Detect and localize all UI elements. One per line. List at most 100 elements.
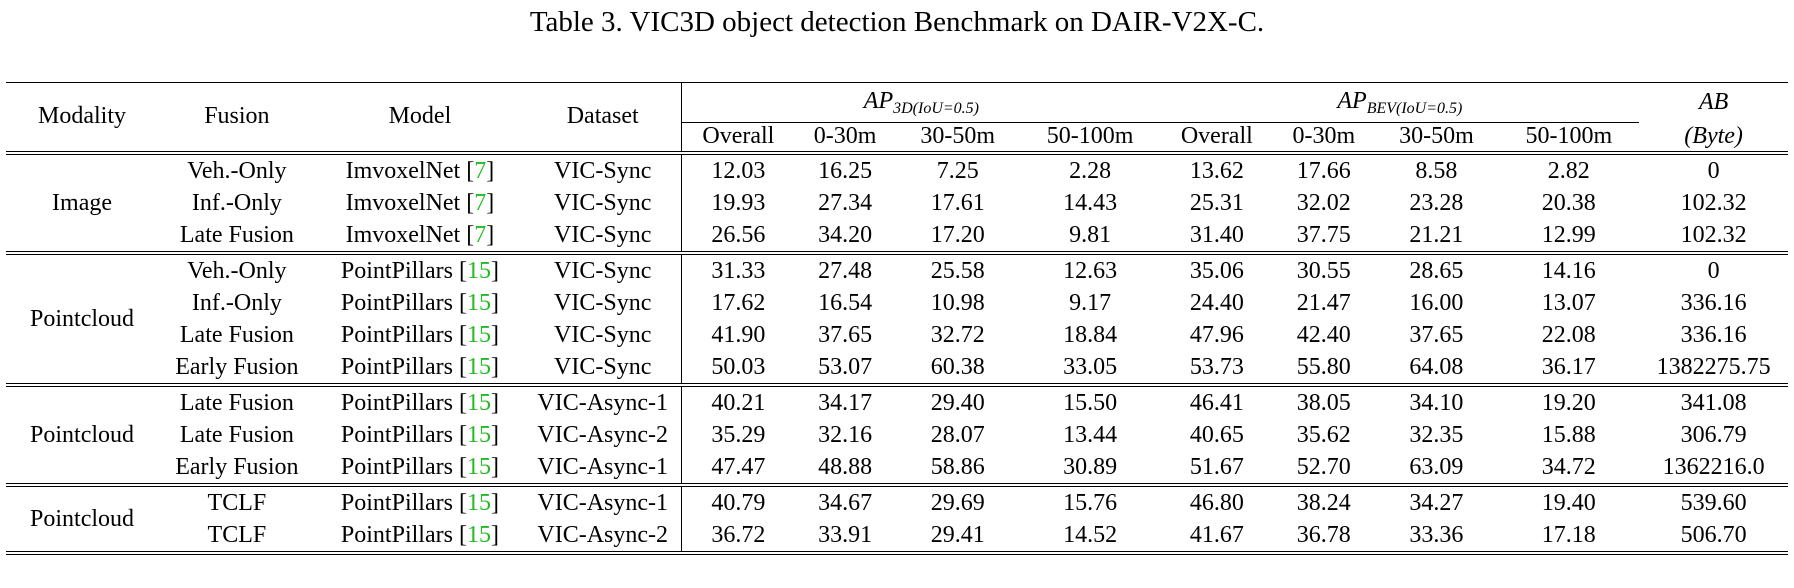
citation-link[interactable]: 15 bbox=[466, 257, 491, 284]
value-cell: 341.08 bbox=[1680, 389, 1747, 416]
value-cell: 47.47 bbox=[711, 453, 766, 480]
dataset-cell: VIC-Sync bbox=[524, 350, 683, 385]
table-group: Image Veh.-Only ImvoxelNet [7] VIC-Sync 12.0… bbox=[6, 152, 1788, 253]
value-cell: 2.82 bbox=[1547, 157, 1590, 184]
value-cell: 306.79 bbox=[1680, 421, 1747, 448]
value-cell: 63.09 bbox=[1409, 453, 1464, 480]
value-cell: 16.54 bbox=[818, 289, 873, 316]
value-cell: 47.96 bbox=[1189, 321, 1244, 348]
fusion-cell: Late Fusion bbox=[179, 221, 294, 248]
dataset-cell: VIC-Async-2 bbox=[524, 518, 683, 553]
value-cell: 34.17 bbox=[818, 389, 873, 416]
value-cell: 8.58 bbox=[1415, 157, 1458, 184]
citation-bracket: [ bbox=[460, 221, 475, 248]
fusion-cell: Inf.-Only bbox=[191, 289, 282, 316]
value-cell: 10.98 bbox=[930, 289, 985, 316]
table-row: Late Fusion ImvoxelNet [7] VIC-Sync 26.56 34… bbox=[6, 218, 1788, 253]
fusion-cell: Early Fusion bbox=[175, 353, 299, 380]
value-cell: 17.20 bbox=[930, 221, 985, 248]
value-cell: 33.36 bbox=[1409, 521, 1464, 548]
value-cell: 36.72 bbox=[711, 521, 766, 548]
value-cell: 15.88 bbox=[1541, 421, 1596, 448]
value-cell: 12.63 bbox=[1063, 257, 1118, 284]
value-cell: 539.60 bbox=[1680, 489, 1747, 516]
citation-link[interactable]: 7 bbox=[474, 189, 487, 216]
citation-bracket: [ bbox=[452, 353, 467, 380]
modality-cell: Pointcloud bbox=[30, 305, 135, 332]
value-cell: 35.29 bbox=[711, 421, 766, 448]
citation-link[interactable]: 7 bbox=[474, 221, 487, 248]
value-cell: 17.61 bbox=[930, 189, 985, 216]
model-cell: ImvoxelNet [7] bbox=[316, 219, 524, 253]
model-name: ImvoxelNet bbox=[345, 157, 461, 184]
value-cell: 7.25 bbox=[936, 157, 979, 184]
model-cell: PointPillars [15] bbox=[316, 385, 524, 419]
citation-link[interactable]: 15 bbox=[466, 421, 491, 448]
value-cell: 25.58 bbox=[930, 257, 985, 284]
citation-bracket: ] bbox=[490, 521, 499, 548]
model-name: PointPillars bbox=[340, 521, 453, 548]
value-cell: 53.07 bbox=[818, 353, 873, 380]
value-cell: 21.47 bbox=[1296, 289, 1351, 316]
citation-link[interactable]: 15 bbox=[466, 353, 491, 380]
fusion-cell: Veh.-Only bbox=[187, 257, 287, 284]
citation-bracket: ] bbox=[490, 453, 499, 480]
value-cell: 17.62 bbox=[711, 289, 766, 316]
value-cell: 1362216.0 bbox=[1662, 453, 1765, 480]
value-cell: 29.69 bbox=[930, 489, 985, 516]
value-cell: 31.40 bbox=[1189, 221, 1244, 248]
table-row: Late Fusion PointPillars [15] VIC-Async-2 3… bbox=[6, 418, 1788, 451]
header-ab: AB bbox=[1698, 89, 1729, 116]
model-name: PointPillars bbox=[340, 321, 453, 348]
value-cell: 28.65 bbox=[1409, 257, 1464, 284]
value-cell: 55.80 bbox=[1296, 353, 1351, 380]
citation-link[interactable]: 15 bbox=[466, 289, 491, 316]
header-range: 0-30m bbox=[813, 123, 877, 150]
dataset-cell: VIC-Async-2 bbox=[524, 418, 683, 451]
model-cell: PointPillars [15] bbox=[316, 253, 524, 287]
citation-bracket: [ bbox=[460, 189, 475, 216]
citation-bracket: ] bbox=[486, 221, 495, 248]
citation-bracket: [ bbox=[452, 453, 467, 480]
header-range: 0-30m bbox=[1292, 123, 1356, 150]
table-group: Pointcloud Late Fusion PointPillars [15] VI… bbox=[6, 384, 1788, 485]
citation-link[interactable]: 15 bbox=[466, 521, 491, 548]
model-cell: PointPillars [15] bbox=[316, 451, 524, 485]
citation-bracket: ] bbox=[490, 489, 499, 516]
value-cell: 28.07 bbox=[930, 421, 985, 448]
value-cell: 22.08 bbox=[1541, 321, 1596, 348]
value-cell: 26.56 bbox=[711, 221, 766, 248]
citation-link[interactable]: 15 bbox=[466, 321, 491, 348]
citation-link[interactable]: 15 bbox=[466, 389, 491, 416]
fusion-cell: Early Fusion bbox=[175, 453, 299, 480]
model-name: PointPillars bbox=[340, 289, 453, 316]
value-cell: 29.41 bbox=[930, 521, 985, 548]
citation-bracket: ] bbox=[490, 289, 499, 316]
value-cell: 9.17 bbox=[1069, 289, 1112, 316]
header-model: Model bbox=[315, 82, 525, 153]
value-cell: 48.88 bbox=[818, 453, 873, 480]
citation-link[interactable]: 7 bbox=[474, 157, 487, 184]
model-cell: PointPillars [15] bbox=[316, 519, 524, 553]
value-cell: 17.18 bbox=[1541, 521, 1596, 548]
value-cell: 34.72 bbox=[1541, 453, 1596, 480]
value-cell: 13.07 bbox=[1541, 289, 1596, 316]
citation-link[interactable]: 15 bbox=[466, 453, 491, 480]
table-header: Modality Fusion Model Dataset AP3D(IoU=0… bbox=[6, 82, 1788, 153]
model-cell: ImvoxelNet [7] bbox=[316, 153, 524, 187]
modality-cell: Pointcloud bbox=[30, 505, 135, 532]
header-dataset: Dataset bbox=[524, 82, 683, 153]
value-cell: 37.65 bbox=[1409, 321, 1464, 348]
model-name: PointPillars bbox=[340, 489, 453, 516]
header-modality: Modality bbox=[6, 82, 159, 153]
table-row: Pointcloud Veh.-Only PointPillars [15] VIC-… bbox=[6, 252, 1788, 332]
benchmark-table: Modality Fusion Model Dataset AP3D(IoU=0… bbox=[6, 82, 1788, 555]
citation-link[interactable]: 15 bbox=[466, 489, 491, 516]
citation-bracket: ] bbox=[490, 353, 499, 380]
fusion-cell: Late Fusion bbox=[179, 421, 294, 448]
fusion-cell: Veh.-Only bbox=[187, 157, 287, 184]
dataset-cell: VIC-Sync bbox=[524, 286, 683, 319]
fusion-cell: TCLF bbox=[207, 521, 267, 548]
header-fusion: Fusion bbox=[158, 82, 316, 153]
value-cell: 29.40 bbox=[930, 389, 985, 416]
